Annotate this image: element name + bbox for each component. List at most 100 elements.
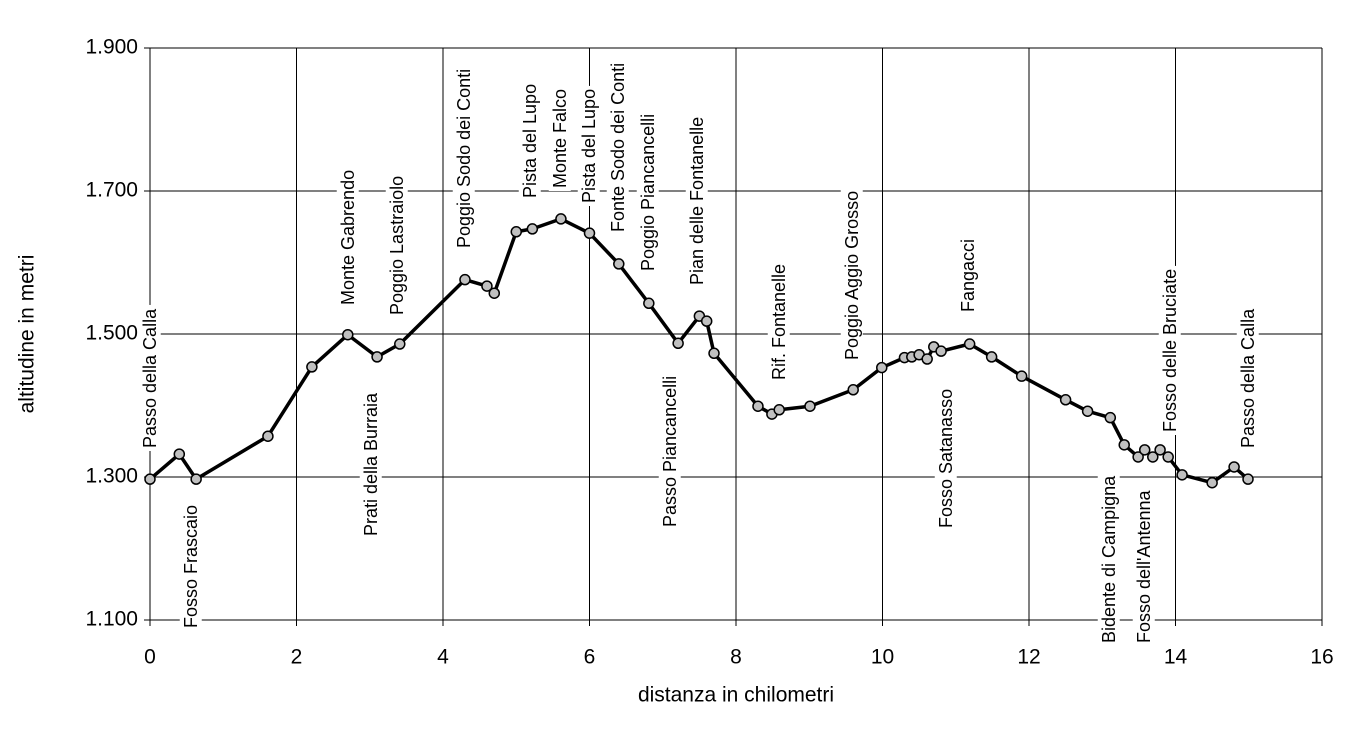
annotation-bg (518, 80, 541, 201)
data-point (306, 361, 318, 373)
annotation: Fonte Sodo dei Conti (608, 63, 628, 232)
data-point (342, 328, 354, 341)
data-point (190, 473, 202, 485)
data-point (1138, 444, 1151, 456)
x-tick-label: 0 (144, 646, 156, 669)
data-point (583, 227, 596, 239)
data-point (1118, 439, 1130, 451)
annotation-bg (138, 304, 161, 451)
annotation-bg (1097, 471, 1120, 646)
annotation: Monte Falco (550, 89, 570, 188)
data-point (488, 287, 501, 299)
x-tick-label: 8 (730, 646, 742, 669)
x-tick-label: 14 (1164, 646, 1188, 669)
data-point (1162, 451, 1174, 463)
data-point (262, 430, 274, 442)
annotation: Poggio Sodo dei Conti (454, 69, 474, 248)
annotation: Passo della Calla (140, 308, 160, 448)
data-point (1206, 476, 1218, 489)
x-tick-label: 4 (437, 646, 449, 669)
annotation: Fosso delle Bruciate (1160, 269, 1180, 432)
data-point (1147, 451, 1159, 463)
data-point (144, 473, 156, 485)
data-point (1015, 370, 1028, 382)
data-point (876, 361, 888, 374)
y-tick-label: 1.300 (85, 465, 138, 488)
data-point (371, 351, 383, 363)
data-point (752, 400, 764, 412)
annotation-bg (1132, 486, 1155, 646)
x-tick-label: 12 (1017, 646, 1040, 669)
annotation-bg (452, 65, 475, 251)
data-point (804, 400, 816, 412)
annotation-bg (840, 187, 863, 363)
annotation: Fosso dell'Antenna (1134, 489, 1154, 643)
annotation: Poggio Piancancelli (638, 114, 658, 271)
annotation: Poggio Lastraiolo (387, 176, 407, 315)
data-point (394, 338, 406, 350)
data-point (985, 351, 998, 363)
data-point (481, 280, 493, 292)
annotation: Poggio Aggio Grosso (842, 191, 862, 360)
annotation-bg (179, 501, 202, 631)
annotation: Bidente di Campigna (1099, 475, 1119, 643)
data-point (847, 384, 859, 396)
data-point (1242, 473, 1254, 485)
annotation-bg (606, 59, 629, 235)
annotation-bg (934, 385, 957, 531)
annotation: Fangacci (958, 239, 978, 312)
annotation-bg (767, 260, 790, 383)
annotation-bg (577, 85, 600, 206)
data-point (921, 353, 933, 365)
annotation: Passo Piancancelli (660, 376, 680, 527)
data-point (935, 345, 947, 357)
y-tick-label: 1.900 (85, 36, 138, 59)
data-point (1104, 411, 1117, 424)
annotation-bg (1236, 304, 1259, 451)
annotation-bg (336, 166, 359, 308)
annotation-bg (956, 235, 979, 315)
annotation: Pian delle Fontanelle (687, 117, 707, 285)
x-tick-label: 16 (1310, 646, 1333, 669)
data-point (672, 337, 684, 350)
x-tick-label: 2 (291, 646, 303, 669)
data-point (773, 404, 785, 416)
annotation: Pista del Lupo (520, 84, 540, 198)
y-tick-label: 1.100 (85, 608, 138, 631)
x-tick-label: 10 (871, 646, 894, 669)
data-point (708, 347, 720, 360)
data-point (459, 273, 471, 286)
annotation-bg (385, 172, 408, 318)
annotation-bg (548, 85, 571, 191)
data-point (613, 258, 625, 270)
annotation-bg (636, 110, 659, 274)
annotation: Fosso Frascaio (181, 505, 201, 628)
y-tick-label: 1.500 (85, 322, 138, 345)
data-point (1081, 405, 1094, 417)
data-point (526, 223, 539, 235)
data-point (963, 338, 976, 350)
data-point (510, 226, 522, 238)
y-axis-label: altitudine in metri (16, 255, 39, 414)
data-point (643, 297, 655, 310)
data-point (555, 213, 567, 225)
annotation: Fosso Satanasso (936, 389, 956, 528)
data-point (700, 315, 713, 327)
data-point (1059, 394, 1072, 406)
annotation-bg (658, 372, 681, 530)
annotation: Monte Gabrendo (338, 170, 358, 305)
data-point (1154, 444, 1166, 456)
annotation: Pista del Lupo (579, 89, 599, 203)
x-tick-label: 6 (584, 646, 596, 669)
annotation-bg (1158, 265, 1181, 435)
annotation: Passo della Calla (1238, 308, 1258, 448)
data-point (1176, 469, 1188, 481)
annotation-bg (359, 388, 382, 539)
data-point (1228, 461, 1240, 473)
data-point (173, 448, 186, 460)
y-tick-label: 1.700 (85, 179, 138, 202)
grid (144, 47, 1323, 626)
annotation: Rif. Fontanelle (769, 264, 789, 380)
